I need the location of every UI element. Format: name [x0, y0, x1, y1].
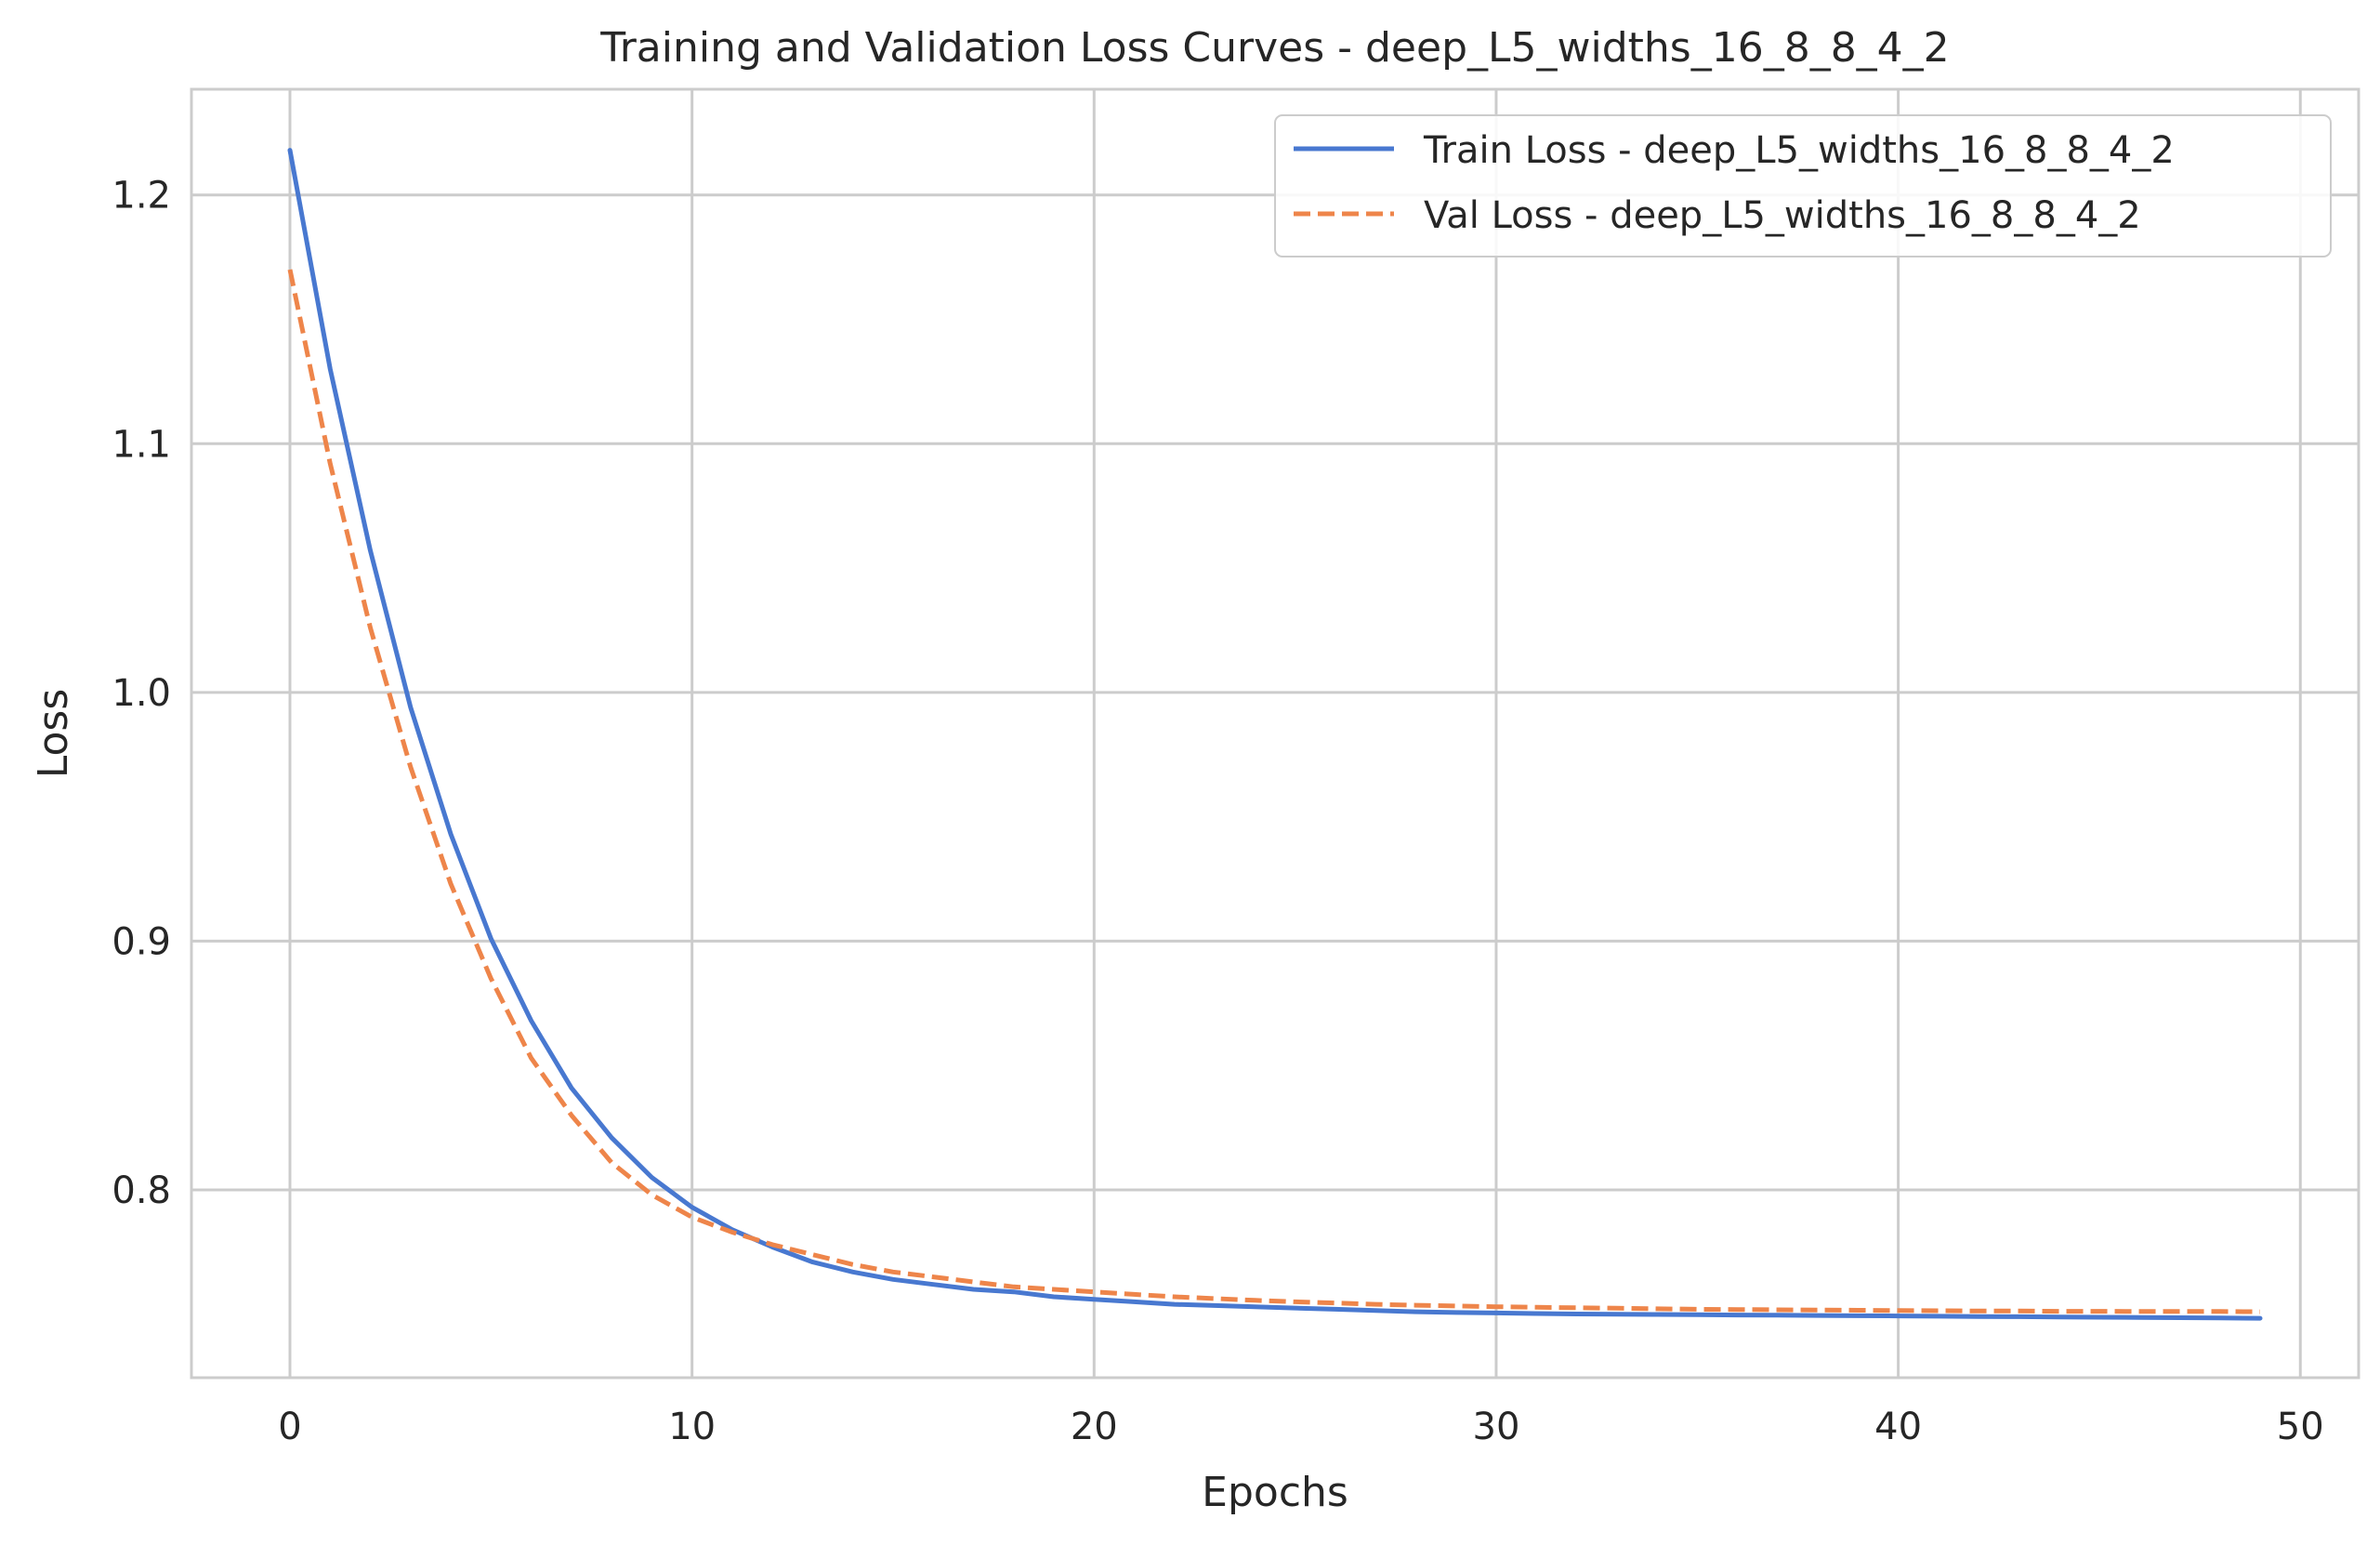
legend-label-val: Val Loss - deep_L5_widths_16_8_8_4_2	[1424, 194, 2141, 237]
series-lines	[287, 148, 2263, 1321]
y-axis-label: Loss	[30, 689, 77, 779]
y-tick-label: 0.9	[112, 920, 171, 963]
chart-title: Training and Validation Loss Curves - de…	[599, 24, 1949, 72]
y-tick-label: 0.8	[112, 1169, 171, 1212]
x-tick-label: 30	[1473, 1406, 1520, 1448]
y-tick-label: 1.2	[112, 175, 171, 218]
train-loss-line	[287, 148, 2263, 1321]
x-tick-label: 0	[278, 1406, 301, 1448]
tick-labels: 0 10 20 30 40 50 0.8 0.9 1.0 1.1 1.2	[112, 175, 2323, 1448]
legend-box	[1274, 114, 2332, 258]
plot-frame	[190, 87, 2360, 1380]
y-tick-label: 1.0	[112, 672, 171, 715]
y-tick-label: 1.1	[112, 423, 171, 466]
val-loss-line	[287, 269, 2261, 1314]
x-tick-label: 40	[1874, 1406, 1922, 1448]
legend: Train Loss - deep_L5_widths_16_8_8_4_2 V…	[1274, 114, 2332, 258]
x-tick-label: 20	[1071, 1406, 1118, 1448]
x-axis-label: Epochs	[1202, 1469, 1348, 1516]
x-tick-label: 10	[668, 1406, 716, 1448]
legend-label-train: Train Loss - deep_L5_widths_16_8_8_4_2	[1423, 129, 2175, 172]
x-tick-label: 50	[2277, 1406, 2324, 1448]
